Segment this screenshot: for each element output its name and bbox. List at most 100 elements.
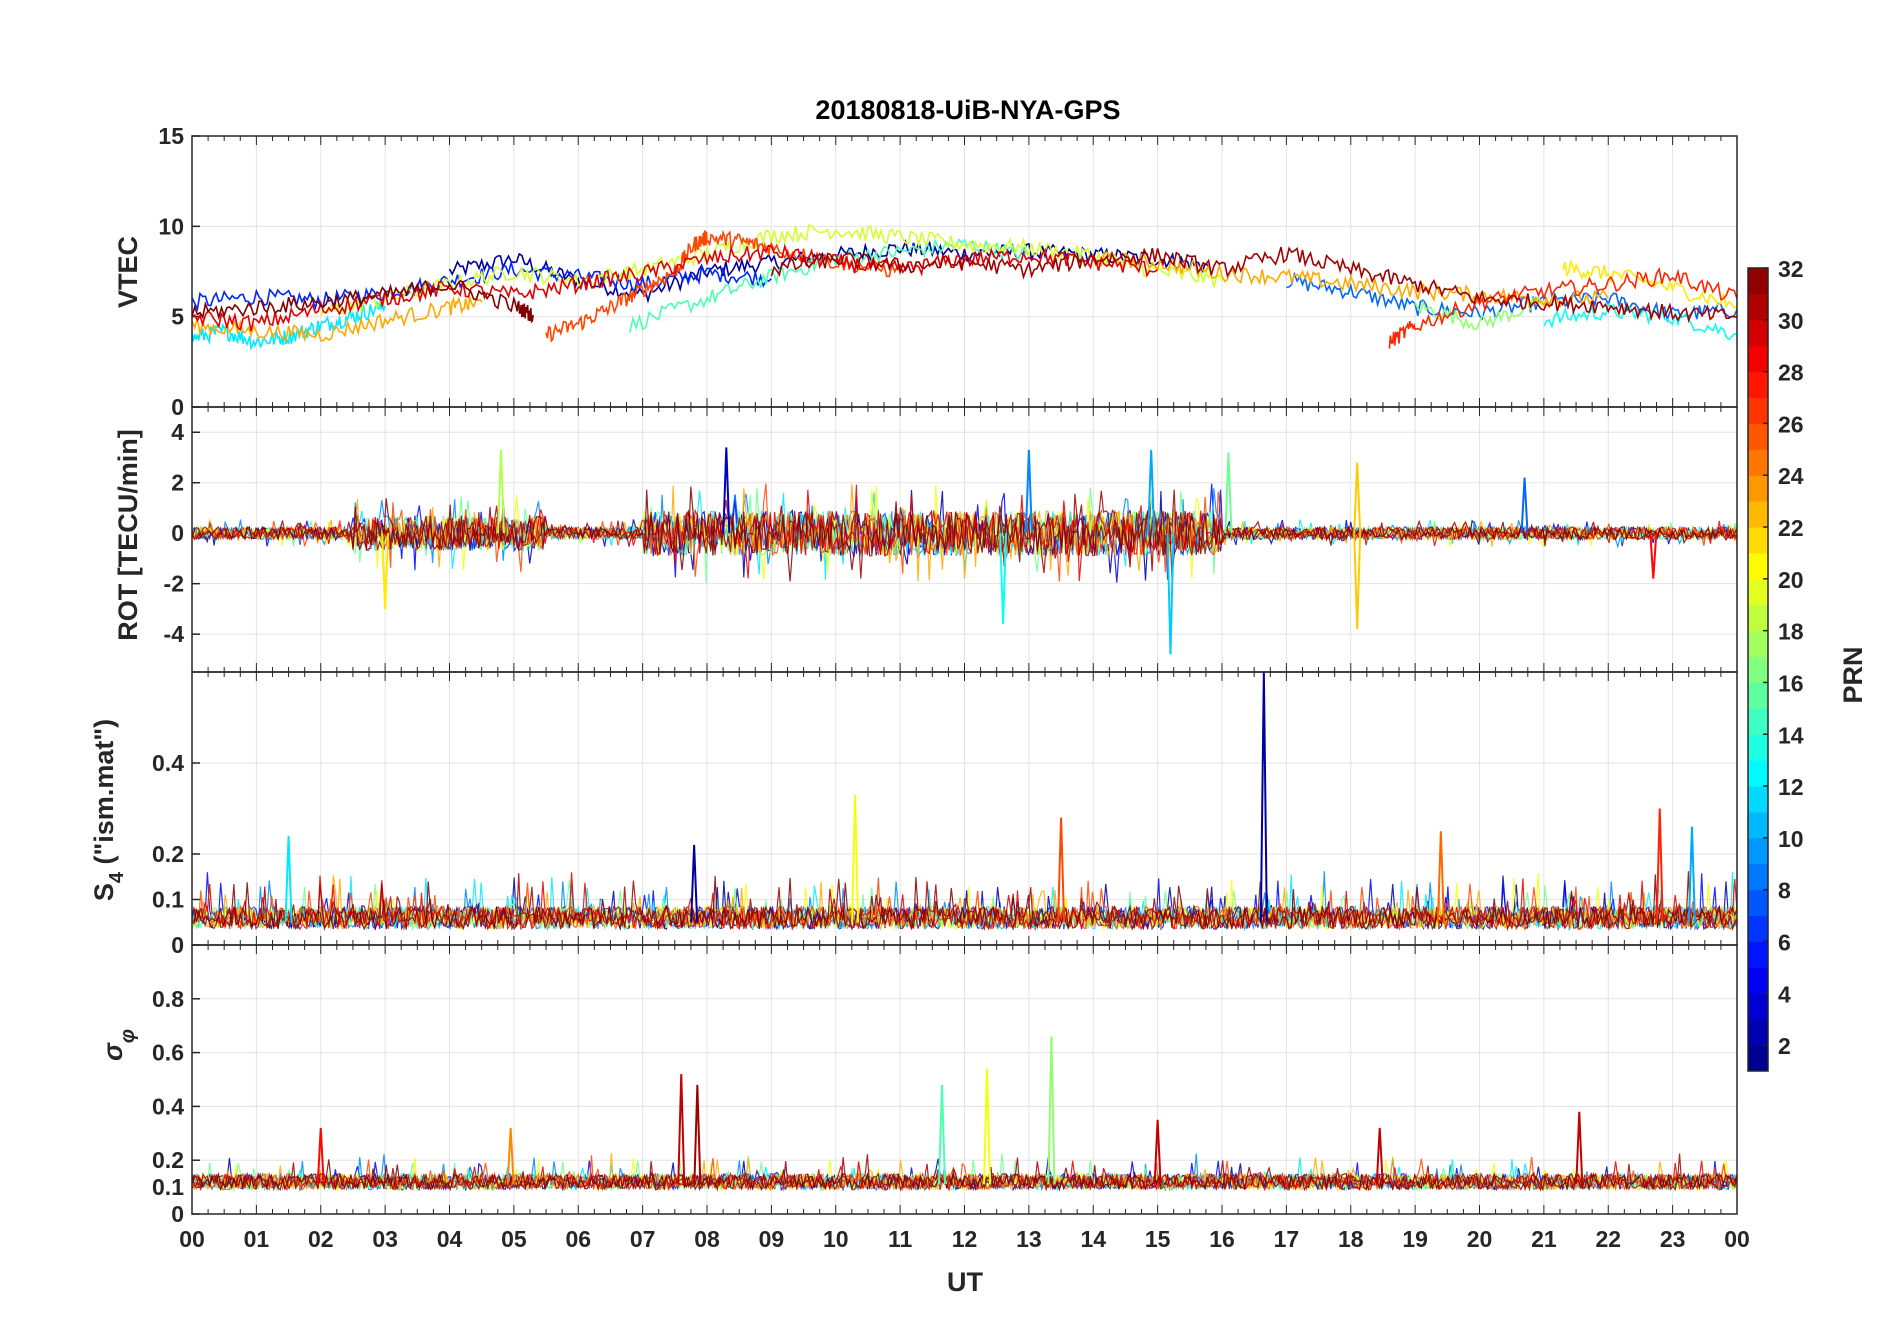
noise-trace-prn-32 [192,486,1737,582]
y-tick-label: 0 [171,520,184,546]
colorbar-segment [1748,915,1768,942]
x-tick-label: 16 [1209,1226,1235,1252]
colorbar-segment [1748,319,1768,347]
colorbar-tick-label: 4 [1778,981,1791,1007]
colorbar-segment [1748,941,1768,968]
spike-prn-26 [1057,817,1066,923]
noise-trace-prn-32 [192,874,1737,932]
x-tick-label: 10 [823,1226,849,1252]
rot-data [192,447,1737,655]
x-tick-label: 04 [437,1226,463,1252]
spike-prn-13 [999,533,1008,625]
y-tick-label: -2 [164,571,184,597]
panel-sigma-phi: 00.10.2 0.4 0.6 0.8 [152,944,1738,1227]
spike-prn-25 [1436,831,1445,923]
y-tick-label: 0.1 [152,887,184,913]
noise-trace-prn-31 [192,1153,1737,1192]
series-line-prn-31 [770,246,1737,324]
colorbar-tick-label: 18 [1778,619,1804,645]
x-tick-label: 19 [1402,1226,1428,1252]
y-tick-label: 0.4 [152,1093,184,1119]
x-tick-label: 11 [888,1226,913,1252]
s4-data [192,672,1737,932]
spike-prn-10 [1687,826,1696,923]
y-tick-label: 0 [171,1201,184,1227]
colorbar-segment [1748,501,1768,528]
colorbar-segment [1748,811,1768,839]
rot-axis-label: ROT [TECU/min] [113,429,143,640]
colorbar-segment [1748,1045,1768,1072]
y-tick-label: 15 [158,123,184,149]
colorbar-tick-label: 2 [1778,1033,1791,1059]
colorbar-segment [1748,475,1768,502]
series-line-prn-12 [192,300,386,351]
y-tick-label: 0 [171,394,184,420]
spike-prn-31 [693,1084,702,1185]
spike-prn-2 [690,844,699,923]
spike-prn-16 [1224,452,1233,534]
panel-rot: -4 -2 0 2 4 [164,406,1738,673]
colorbar-segment [1748,268,1768,295]
spike-prn-28 [1649,533,1658,579]
spike-prn-2 [1259,672,1268,923]
y-tick-label: 0.1 [152,1174,184,1200]
colorbar-frame [1747,267,1769,1072]
spike-prn-8 [1520,477,1529,534]
y-tick-label: 4 [171,419,184,445]
spike-prn-17 [1047,1036,1056,1185]
series-line-prn-13 [1543,302,1737,341]
colorbar-segment [1748,863,1768,891]
spike-prn-22 [1353,462,1362,534]
spike-prn-12 [284,835,293,923]
colorbar-tick-label: 28 [1778,360,1804,386]
colorbar-tick-label: 22 [1778,515,1804,541]
colorbar-tick-label: 14 [1778,722,1804,748]
x-tick-label: 12 [952,1226,978,1252]
series-line-prn-23 [1092,250,1609,310]
x-tick-label: 07 [630,1226,656,1252]
x-tick-label: 22 [1595,1226,1621,1252]
series-line-prn-21 [1562,258,1737,310]
sigma_phi-data [192,1036,1737,1193]
colorbar-segment [1748,786,1768,813]
colorbar-segment [1748,578,1768,606]
colorbar-segment [1748,423,1768,450]
colorbar-segment [1748,837,1768,865]
panel-vtec: 0 5 10 15 [158,123,1738,420]
colorbar-segment [1748,371,1768,399]
colorbar-segment [1748,527,1768,554]
colorbar-segment [1748,708,1768,735]
x-tick-label: 21 [1531,1226,1557,1252]
series-line-prn-27 [1388,266,1737,349]
colorbar-tick-label: 32 [1778,256,1804,282]
x-tick-label: 13 [1016,1226,1042,1252]
colorbar-segment [1748,656,1768,683]
spike-prn-20 [851,794,860,923]
spike-prn-9 [1024,449,1033,534]
colorbar-tick-label: 26 [1778,411,1804,437]
y-tick-label: -4 [164,621,185,647]
vtec-axis-label: VTEC [113,236,143,308]
series-line-prn-6 [192,259,772,312]
spike-prn-24 [506,1127,515,1185]
x-tick-label: 18 [1338,1226,1364,1252]
vtec-data [192,224,1737,351]
colorbar-segment [1748,552,1768,580]
x-tick-label: 14 [1080,1226,1106,1252]
x-tick-label: 20 [1467,1226,1493,1252]
x-tick-label: 17 [1274,1226,1300,1252]
spike-prn-22 [1353,533,1362,630]
spike-prn-15 [937,1084,946,1185]
series-line-prn-23 [192,295,483,343]
noise-trace-prn-32 [192,1159,1737,1192]
y-tick-label: 10 [158,213,184,239]
spike-prn-3 [722,447,731,534]
panel-s4: 0 0.1 0.2 0.4 [152,671,1738,958]
colorbar-tick-label: 30 [1778,308,1804,334]
colorbar-segment [1748,397,1768,424]
colorbar-segment [1748,604,1768,632]
spike-prn-30 [1153,1119,1162,1185]
colorbar-tick-label: 16 [1778,670,1804,696]
